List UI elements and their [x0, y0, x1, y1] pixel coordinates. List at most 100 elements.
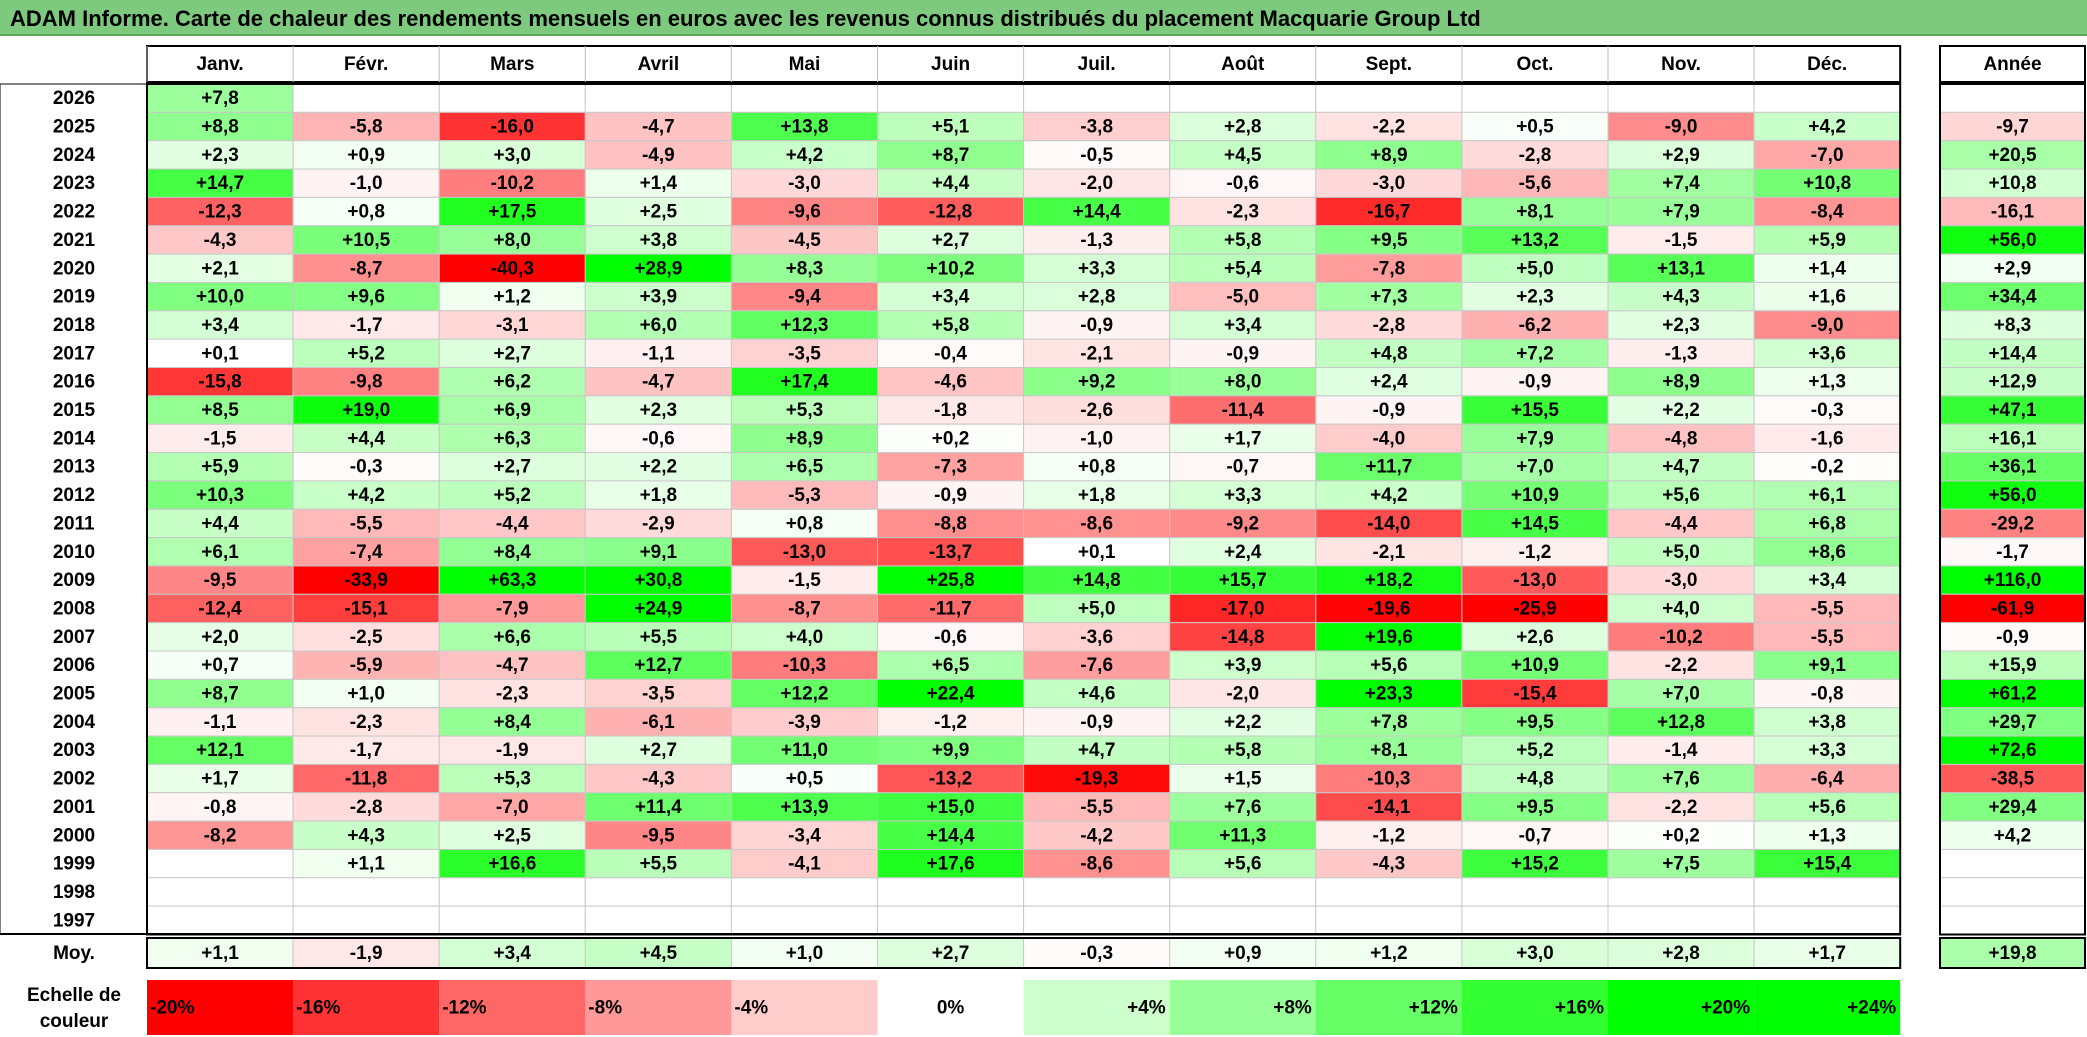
cell-value: -3,5 — [788, 343, 821, 364]
cell-value: +14,4 — [1073, 202, 1122, 223]
heatmap-cell — [1169, 735, 1317, 765]
cell-value: +12,3 — [780, 315, 828, 336]
cell-value: +8,7 — [201, 684, 239, 705]
heatmap-cell — [1169, 877, 1317, 907]
cell-value: +15,0 — [927, 797, 975, 818]
cell-value: -3,0 — [1665, 570, 1698, 591]
heatmap-cell — [1169, 678, 1317, 709]
heatmap-cell — [438, 792, 586, 822]
cell-value: +14,7 — [196, 173, 244, 194]
cell-value: +1,5 — [1224, 769, 1262, 790]
cell-value: +5,2 — [1516, 740, 1554, 761]
heatmap-cell — [1607, 452, 1755, 482]
heatmap-cell — [877, 678, 1025, 709]
cell-value: -9,2 — [1226, 513, 1259, 534]
cell-value: -0,3 — [1811, 400, 1844, 421]
scale-swatch — [731, 980, 878, 1035]
heatmap-cell — [877, 140, 1025, 170]
heatmap-cell — [1461, 140, 1609, 170]
year-label-2012: 2012 — [53, 485, 95, 506]
cell-value: +23,3 — [1365, 684, 1413, 705]
heatmap-cell — [1753, 281, 1901, 312]
cell-value: -5,3 — [788, 485, 821, 506]
heatmap-cell — [877, 338, 1025, 368]
cell-value: +6,8 — [1808, 513, 1846, 534]
heatmap-cell — [1461, 735, 1609, 765]
cell-value: +12,7 — [634, 655, 682, 676]
cell-value: -8,2 — [204, 825, 237, 846]
annual-cell — [1939, 707, 2086, 737]
heatmap-cell — [1461, 480, 1609, 510]
cell-value: +5,3 — [493, 769, 531, 790]
cell-value: -1,6 — [1811, 428, 1844, 449]
cell-value: +14,4 — [927, 825, 976, 846]
cell-value: -0,5 — [1080, 145, 1113, 166]
cell-value: -14,0 — [1367, 513, 1410, 534]
heatmap-cell — [1023, 225, 1171, 255]
cell-value: -3,5 — [642, 684, 675, 705]
cell-value: +1,0 — [347, 684, 385, 705]
cell-value: +13,1 — [1657, 258, 1706, 279]
year-label-2023: 2023 — [53, 173, 95, 194]
scale-swatch — [1754, 980, 1901, 1035]
cell-value: +0,8 — [786, 513, 824, 534]
annual-value: -1,7 — [1996, 542, 2029, 563]
cell-value: -4,9 — [642, 145, 675, 166]
cell-value: +6,2 — [493, 372, 531, 393]
year-label-2000: 2000 — [53, 825, 95, 846]
heatmap-cell — [730, 196, 879, 227]
heatmap-cell — [438, 310, 586, 340]
average-value: +1,1 — [201, 943, 239, 964]
heatmap-cell — [1607, 338, 1755, 368]
cell-value: +5,3 — [786, 400, 824, 421]
heatmap-cell — [1461, 281, 1609, 312]
heatmap-cell — [1461, 763, 1609, 794]
cell-value: -1,5 — [1665, 230, 1698, 251]
heatmap-cell — [438, 367, 586, 397]
annual-cell — [1939, 452, 2086, 482]
heatmap-cell — [146, 338, 294, 368]
heatmap-cell — [1753, 820, 1901, 850]
cell-value: -0,9 — [1519, 372, 1552, 393]
cell-value: -11,4 — [1222, 400, 1265, 421]
heatmap-cell — [584, 140, 732, 170]
annual-cell — [1939, 905, 2086, 936]
cell-value: +7,2 — [1516, 343, 1554, 364]
heatmap-cell — [292, 792, 440, 822]
cell-value: -11,7 — [929, 598, 971, 619]
heatmap-cell — [1461, 678, 1609, 709]
heatmap-cell — [1315, 480, 1463, 510]
heatmap-cell — [292, 508, 440, 539]
heatmap-cell — [1315, 423, 1463, 454]
cell-value: -5,0 — [1226, 287, 1259, 308]
heatmap-cell — [438, 877, 586, 907]
cell-value: -1,2 — [1372, 825, 1405, 846]
cell-value: -15,8 — [198, 372, 241, 393]
cell-value: -1,7 — [350, 315, 383, 336]
annual-header: Année — [1983, 54, 2041, 75]
cell-value: +2,5 — [493, 825, 531, 846]
cell-value: +5,5 — [640, 854, 678, 875]
heatmap-cell — [438, 111, 586, 142]
heatmap-cell — [1169, 763, 1317, 794]
cell-value: +4,0 — [786, 627, 824, 648]
average-value: +3,4 — [493, 943, 531, 964]
heatmap-cell — [1023, 140, 1171, 170]
average-value: -0,3 — [1080, 943, 1113, 964]
heatmap-cell — [584, 480, 732, 510]
scale-label-value: -8% — [588, 998, 622, 1019]
cell-value: -12,8 — [929, 202, 972, 223]
heatmap-cell — [292, 877, 440, 907]
annual-cell — [1939, 140, 2086, 170]
heatmap-cell — [584, 707, 732, 737]
annual-cell — [1939, 848, 2086, 879]
cell-value: +10,5 — [342, 230, 391, 251]
average-value: +1,2 — [1370, 943, 1408, 964]
cell-value: +8,7 — [932, 145, 970, 166]
heatmap-cell — [730, 593, 879, 624]
cell-value: -4,2 — [1080, 825, 1113, 846]
heatmap-cell — [1169, 111, 1317, 142]
cell-value: +3,9 — [1224, 655, 1262, 676]
annual-value: +12,9 — [1988, 372, 2036, 393]
cell-value: +5,5 — [640, 627, 678, 648]
